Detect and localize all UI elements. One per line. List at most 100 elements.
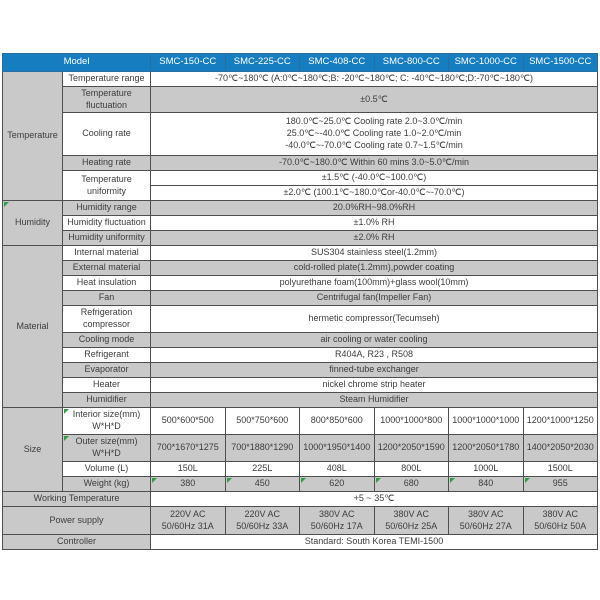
weight-value-text: 955 bbox=[552, 478, 568, 489]
working-temperature-row: Working Temperature +5 ~ 35℃ bbox=[2, 491, 598, 507]
model-name-cell-3: SMC-408-CC bbox=[299, 53, 375, 72]
weight-value-6: 955 bbox=[522, 476, 598, 492]
section-cell-size: Size bbox=[2, 407, 63, 492]
temperature-fluctuation-row: Temperature fluctuation ±0.5℃ bbox=[3, 86, 598, 113]
outer-size-label: Outer size(mm) W*H*D bbox=[62, 434, 151, 462]
outer-size-value-6: 1400*2050*2030 bbox=[522, 434, 598, 462]
evaporator-label: Evaporator bbox=[62, 362, 151, 378]
volume-value-5: 1000L bbox=[448, 461, 524, 477]
model-header-row: Model SMC-150-CC SMC-225-CC SMC-408-CC S… bbox=[2, 53, 598, 72]
fan-value: Centrifugal fan(Impeller Fan) bbox=[150, 290, 598, 306]
weight-value-text: 450 bbox=[254, 478, 270, 489]
power-frequency-current: 50/60Hz 50A bbox=[534, 520, 587, 531]
heating-rate-value: -70.0℃~180.0℃ Within 60 mins 3.0~5.0℃/mi… bbox=[150, 155, 598, 171]
interior-size-label: Interior size(mm) W*H*D bbox=[62, 407, 151, 435]
power-voltage: 380V AC bbox=[393, 508, 430, 519]
outer-size-value-4: 1200*2050*1590 bbox=[373, 434, 449, 462]
power-voltage: 220V AC bbox=[244, 508, 281, 519]
temperature-uniformity-label: Temperature uniformity bbox=[62, 170, 151, 201]
power-frequency-current: 50/60Hz 33A bbox=[236, 520, 289, 531]
volume-value-4: 800L bbox=[373, 461, 449, 477]
cooling-mode-label: Cooling mode bbox=[62, 332, 151, 348]
refrigerant-row: Refrigerant R404A, R23 , R508 bbox=[3, 347, 598, 363]
power-voltage: 380V AC bbox=[542, 508, 579, 519]
model-name-cell-2: SMC-225-CC bbox=[224, 53, 300, 72]
humidifier-value: Steam Humidifier bbox=[150, 392, 598, 408]
comment-indicator-icon bbox=[226, 478, 232, 483]
working-temperature-value: +5 ~ 35℃ bbox=[150, 491, 598, 507]
heater-row: Heater nickel chrome strip heater bbox=[3, 377, 598, 393]
humidity-uniformity-value: ±2.0% RH bbox=[150, 230, 598, 246]
power-supply-value-4: 380V AC 50/60Hz 25A bbox=[373, 506, 449, 535]
humidity-uniformity-label: Humidity uniformity bbox=[62, 230, 151, 246]
outer-size-value-1: 700*1670*1275 bbox=[150, 434, 226, 462]
section-cell-humidity: Humidity bbox=[2, 200, 63, 246]
outer-size-value-3: 1000*1950*1400 bbox=[299, 434, 375, 462]
interior-size-value-1: 500*600*500 bbox=[150, 407, 226, 435]
cooling-rate-line1: 180.0℃~25.0℃ Cooling rate 2.0~3.0℃/min bbox=[285, 116, 463, 127]
power-supply-value-2: 220V AC 50/60Hz 33A bbox=[224, 506, 300, 535]
cooling-rate-label: Cooling rate bbox=[62, 112, 151, 156]
weight-value-text: 380 bbox=[180, 478, 196, 489]
temperature-uniformity-row-1: Temperature uniformity ±1.5℃ (-40.0℃~100… bbox=[3, 170, 598, 201]
power-voltage: 220V AC bbox=[169, 508, 206, 519]
controller-label: Controller bbox=[2, 534, 151, 550]
section-cell-temperature: Temperature bbox=[2, 71, 63, 201]
evaporator-row: Evaporator finned-tube exchanger bbox=[3, 362, 598, 378]
humidity-fluctuation-label: Humidity fluctuation bbox=[62, 215, 151, 231]
model-name-cell-6: SMC-1500-CC bbox=[522, 53, 598, 72]
temperature-uniformity-value-1: ±1.5℃ (-40.0℃~100.0℃) bbox=[150, 170, 598, 186]
temperature-uniformity-value-2: ±2.0℃ (100.1℃~180.0℃or-40.0℃~-70.0℃) bbox=[150, 185, 598, 201]
heater-value: nickel chrome strip heater bbox=[150, 377, 598, 393]
cooling-mode-value: air cooling or water cooling bbox=[150, 332, 598, 348]
heat-insulation-label: Heat insulation bbox=[62, 275, 151, 291]
outer-size-value-2: 700*1880*1290 bbox=[224, 434, 300, 462]
cooling-rate-line2: 25.0℃~-40.0℃ Cooling rate 1.0~2.0℃/min bbox=[286, 128, 462, 139]
power-supply-value-6: 380V AC 50/60Hz 50A bbox=[522, 506, 598, 535]
temperature-fluctuation-value: ±0.5℃ bbox=[150, 86, 598, 113]
humidifier-label: Humidifier bbox=[62, 392, 151, 408]
interior-size-row: Size Interior size(mm) W*H*D 500*600*500… bbox=[2, 407, 598, 492]
volume-label: Volume (L) bbox=[62, 461, 151, 477]
internal-material-row: Material Internal material SUS304 stainl… bbox=[2, 245, 598, 408]
interior-size-value-6: 1200*1000*1250 bbox=[522, 407, 598, 435]
weight-value-text: 840 bbox=[478, 478, 494, 489]
weight-value-5: 840 bbox=[448, 476, 524, 492]
weight-value-text: 620 bbox=[329, 478, 345, 489]
outer-size-label-line1: Outer size(mm) bbox=[75, 436, 138, 447]
external-material-value: cold-rolled plate(1.2mm),powder coating bbox=[150, 260, 598, 276]
power-voltage: 380V AC bbox=[467, 508, 504, 519]
comment-indicator-icon bbox=[450, 478, 455, 483]
fan-row: Fan Centrifugal fan(Impeller Fan) bbox=[3, 290, 598, 306]
humidity-range-value: 20.0%RH~98.0%RH bbox=[150, 200, 598, 216]
power-supply-label: Power supply bbox=[2, 506, 151, 535]
interior-size-value-2: 500*750*600 bbox=[224, 407, 300, 435]
comment-indicator-icon bbox=[152, 478, 157, 483]
interior-size-value-3: 800*850*600 bbox=[299, 407, 375, 435]
humidifier-row: Humidifier Steam Humidifier bbox=[3, 392, 598, 408]
interior-size-label-line2: W*H*D bbox=[92, 421, 121, 431]
interior-size-label-line1: Interior size(mm) bbox=[72, 409, 141, 420]
weight-value-text: 680 bbox=[403, 478, 419, 489]
heating-rate-row: Heating rate -70.0℃~180.0℃ Within 60 min… bbox=[3, 155, 598, 171]
weight-row: Weight (kg) 380 450 620 680 840 955 bbox=[3, 476, 598, 492]
comment-indicator-icon bbox=[4, 202, 9, 207]
volume-value-2: 225L bbox=[224, 461, 300, 477]
temperature-range-value: -70℃~180℃ (A:0℃~180℃;B: -20℃~180℃; C: -4… bbox=[150, 71, 598, 87]
temperature-uniformity-row-2: ±2.0℃ (100.1℃~180.0℃or-40.0℃~-70.0℃) bbox=[3, 185, 598, 201]
spec-table: Model SMC-150-CC SMC-225-CC SMC-408-CC S… bbox=[2, 53, 598, 550]
humidity-uniformity-row: Humidity uniformity ±2.0% RH bbox=[3, 230, 598, 246]
power-frequency-current: 50/60Hz 17A bbox=[310, 520, 363, 531]
temperature-range-row: Temperature Temperature range -70℃~180℃ … bbox=[2, 71, 598, 201]
outer-size-row: Outer size(mm) W*H*D 700*1670*1275 700*1… bbox=[3, 434, 598, 462]
refrigeration-compressor-value: hermetic compressor(Tecumseh) bbox=[150, 305, 598, 333]
weight-value-2: 450 bbox=[224, 476, 300, 492]
power-frequency-current: 50/60Hz 27A bbox=[459, 520, 512, 531]
comment-indicator-icon bbox=[375, 478, 381, 483]
interior-size-value-4: 1000*1000*800 bbox=[373, 407, 449, 435]
volume-row: Volume (L) 150L 225L 408L 800L 1000L 150… bbox=[3, 461, 598, 477]
volume-value-3: 408L bbox=[299, 461, 375, 477]
power-supply-row: Power supply 220V AC 50/60Hz 31A 220V AC… bbox=[2, 506, 598, 535]
model-name-cell-1: SMC-150-CC bbox=[150, 53, 226, 72]
evaporator-value: finned-tube exchanger bbox=[150, 362, 598, 378]
